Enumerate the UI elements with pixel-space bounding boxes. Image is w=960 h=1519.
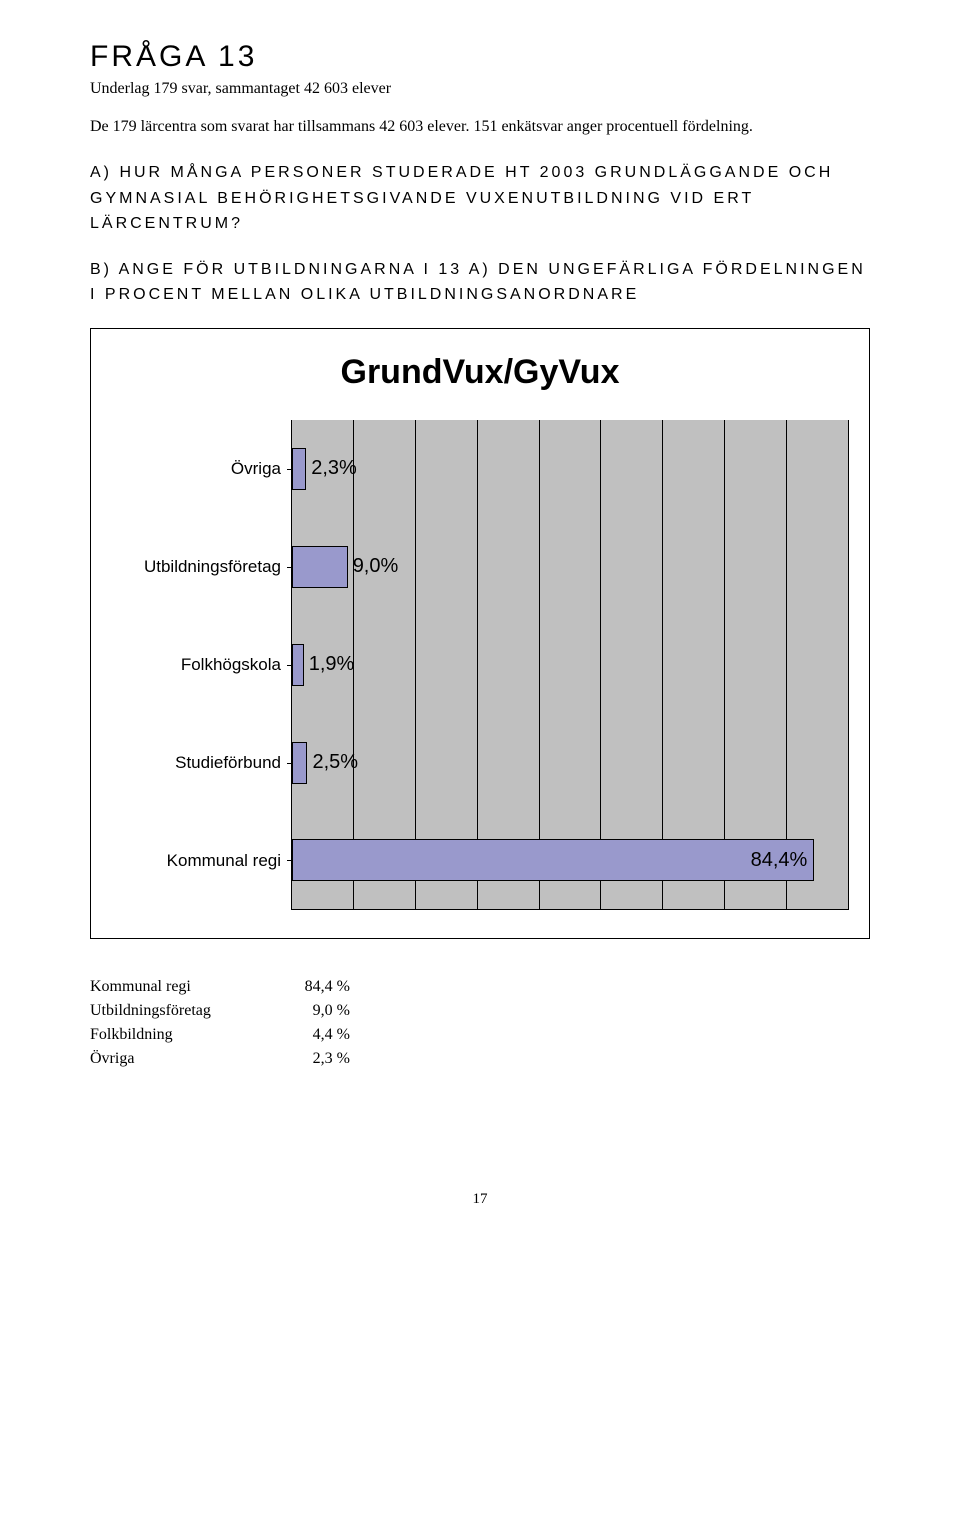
- chart-bar: 2,3%: [292, 448, 306, 490]
- chart-plot-cell: 2,5%: [291, 714, 849, 812]
- summary-value: 9,0 %: [280, 999, 350, 1023]
- chart-category-label: Folkhögskola: [111, 616, 291, 714]
- chart-bar: 84,4%: [292, 839, 814, 881]
- chart-bar-value: 1,9%: [309, 653, 355, 676]
- page-subtitle: Underlag 179 svar, sammantaget 42 603 el…: [90, 80, 870, 98]
- summary-label: Kommunal regi: [90, 975, 280, 999]
- chart-plot-cell: 1,9%: [291, 616, 849, 714]
- summary-row: Kommunal regi84,4 %: [90, 975, 870, 999]
- question-b: B) ANGE FÖR UTBILDNINGARNA I 13 A) DEN U…: [90, 257, 870, 308]
- chart-row: Folkhögskola1,9%: [111, 616, 849, 714]
- chart-category-label: Kommunal regi: [111, 812, 291, 910]
- chart-bar-value: 84,4%: [751, 849, 808, 872]
- summary-value: 4,4 %: [280, 1023, 350, 1047]
- summary-label: Övriga: [90, 1047, 280, 1071]
- chart-plot-cell: 9,0%: [291, 518, 849, 616]
- chart-container: GrundVux/GyVux Övriga2,3%Utbildningsföre…: [90, 328, 870, 939]
- chart-row: Övriga2,3%: [111, 420, 849, 518]
- chart-category-label: Övriga: [111, 420, 291, 518]
- chart-row: Utbildningsföretag9,0%: [111, 518, 849, 616]
- summary-row: Folkbildning4,4 %: [90, 1023, 870, 1047]
- chart-bar-value: 9,0%: [353, 555, 399, 578]
- chart-plot-cell: 84,4%: [291, 812, 849, 910]
- chart-category-label: Utbildningsföretag: [111, 518, 291, 616]
- summary-list: Kommunal regi84,4 %Utbildningsföretag9,0…: [90, 975, 870, 1071]
- page-title: FRÅGA 13: [90, 40, 870, 74]
- chart-plot-cell: 2,3%: [291, 420, 849, 518]
- summary-row: Utbildningsföretag9,0 %: [90, 999, 870, 1023]
- summary-row: Övriga2,3 %: [90, 1047, 870, 1071]
- question-a: A) HUR MÅNGA PERSONER STUDERADE HT 2003 …: [90, 160, 870, 237]
- chart-row: Kommunal regi 84,4%: [111, 812, 849, 910]
- page-number: 17: [90, 1191, 870, 1208]
- summary-value: 2,3 %: [280, 1047, 350, 1071]
- summary-label: Utbildningsföretag: [90, 999, 280, 1023]
- chart-plot-area: Övriga2,3%Utbildningsföretag9,0%Folkhögs…: [111, 420, 849, 910]
- chart-bar-value: 2,3%: [311, 457, 357, 480]
- summary-value: 84,4 %: [280, 975, 350, 999]
- summary-label: Folkbildning: [90, 1023, 280, 1047]
- intro-text: De 179 lärcentra som svarat har tillsamm…: [90, 118, 870, 136]
- chart-bar: 2,5%: [292, 742, 307, 784]
- chart-category-label: Studieförbund: [111, 714, 291, 812]
- chart-bar: 9,0%: [292, 546, 348, 588]
- chart-bar-value: 2,5%: [312, 751, 358, 774]
- chart-bar: 1,9%: [292, 644, 304, 686]
- chart-row: Studieförbund2,5%: [111, 714, 849, 812]
- chart-title: GrundVux/GyVux: [111, 353, 849, 392]
